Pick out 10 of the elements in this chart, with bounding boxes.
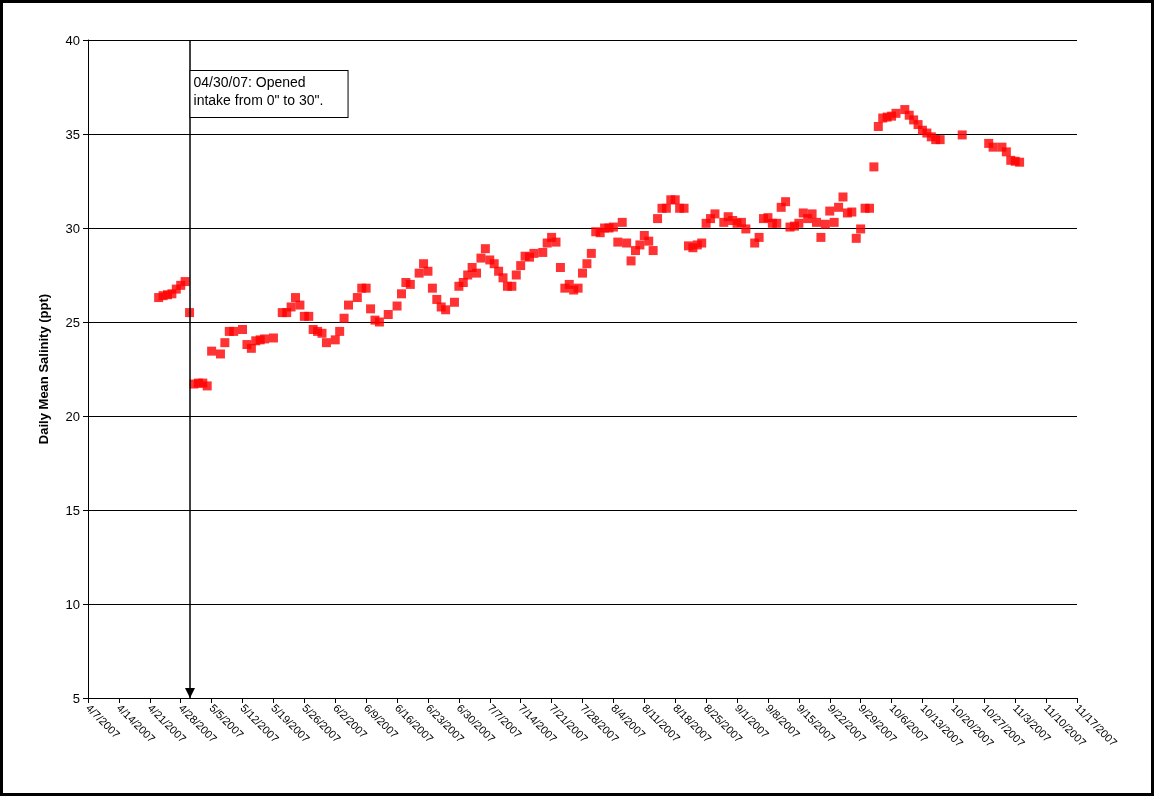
y-tick-label: 20 [65,408,80,424]
y-tick-label: 40 [65,32,80,48]
y-tick-label: 35 [65,126,80,142]
y-tick-label: 15 [65,502,80,518]
y-axis-title: Daily Mean Salinity (ppt) [36,293,51,445]
y-tick-label: 30 [65,220,80,236]
y-tick-label: 25 [65,314,80,330]
y-tick-label: 10 [65,596,80,612]
y-tick-label: 5 [72,690,80,706]
ref-line-label: 04/30/07: Opened intake from 0" to 30". [193,74,324,108]
